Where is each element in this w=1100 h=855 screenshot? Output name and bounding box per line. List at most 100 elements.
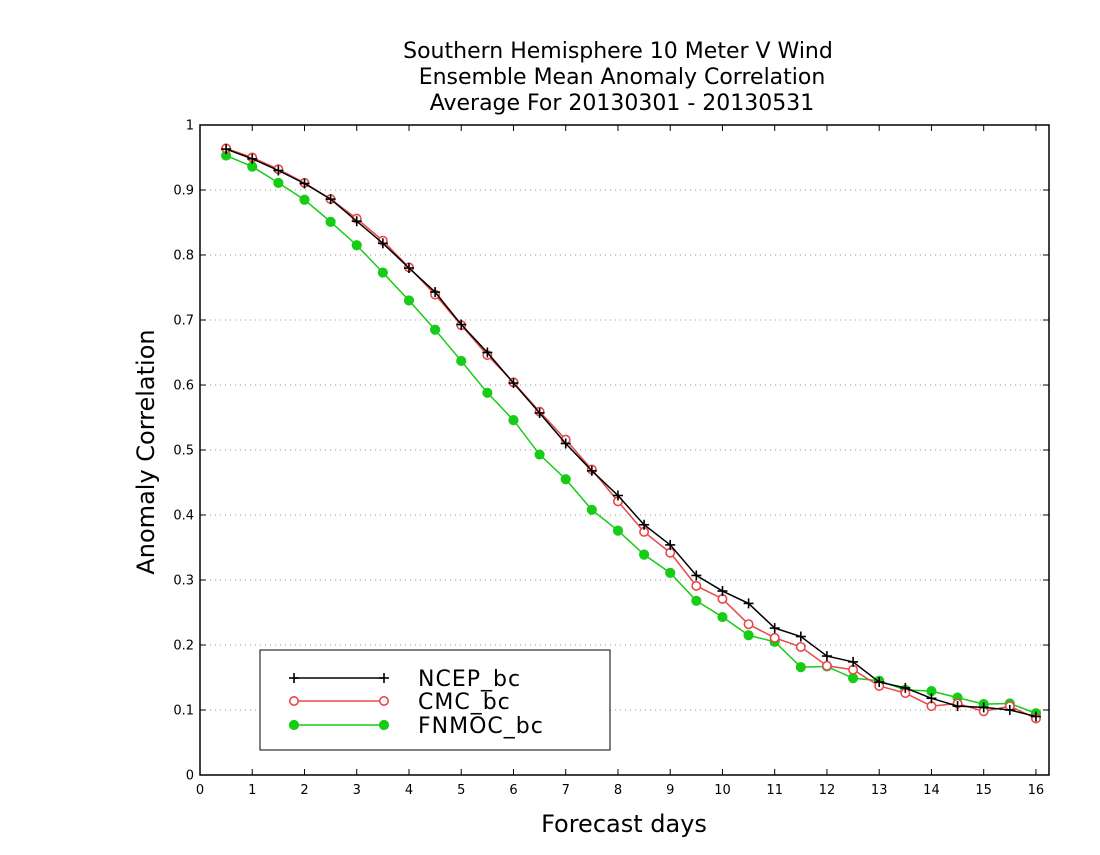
series-ncep-bc: [221, 144, 1041, 722]
legend-box: [259, 649, 611, 751]
y-tick-label: 0: [186, 769, 194, 784]
y-tick-label: 0.5: [173, 444, 194, 459]
data-point-fnmoc-bc: [482, 387, 493, 398]
data-point-ncep-bc: [534, 407, 545, 418]
legend-item-cmc-bc: CMC_bc: [288, 690, 511, 715]
x-tick-label: 6: [509, 783, 517, 798]
y-tick-label: 0.1: [173, 704, 194, 719]
series-line-ncep-bc: [225, 148, 1037, 718]
y-tick-label: 0.7: [173, 314, 194, 329]
data-point-fnmoc-bc: [534, 449, 545, 460]
data-point-ncep-bc: [926, 693, 937, 704]
data-point-fnmoc-bc: [638, 549, 650, 560]
series-cmc-bc: [221, 143, 1041, 724]
legend-label: FNMOC_bc: [418, 714, 544, 739]
data-point-fnmoc-bc: [456, 355, 467, 367]
x-tick-label: 2: [300, 783, 308, 798]
x-tick-label: 8: [614, 783, 622, 798]
data-point-ncep-bc: [377, 238, 388, 249]
y-tick-label: 0.4: [173, 509, 194, 524]
legend-marker: [378, 719, 390, 731]
legend-item-ncep-bc: NCEP_bc: [289, 667, 521, 692]
data-point-ncep-bc: [482, 347, 493, 358]
data-point-ncep-bc: [403, 263, 414, 273]
data-point-ncep-bc: [586, 465, 597, 476]
chart-title-line-2: Ensemble Mean Anomaly Correlation: [419, 65, 826, 90]
data-point-ncep-bc: [325, 194, 336, 205]
data-point-fnmoc-bc: [430, 324, 441, 335]
x-tick-label: 13: [871, 783, 888, 798]
x-tick-label: 3: [353, 783, 361, 798]
data-point-cmc-bc: [743, 619, 754, 630]
data-point-fnmoc-bc: [665, 567, 676, 578]
chart-title: Southern Hemisphere 10 Meter V Wind Ense…: [403, 39, 833, 116]
data-point-ncep-bc: [900, 682, 911, 693]
data-point-ncep-bc: [691, 570, 702, 581]
x-tick-label: 15: [975, 783, 992, 798]
data-point-ncep-bc: [1030, 711, 1041, 722]
y-tick-label: 0.6: [173, 379, 194, 394]
y-tick-label: 0.2: [173, 639, 194, 654]
series-fnmoc-bc: [221, 150, 1042, 719]
data-point-ncep-bc: [665, 539, 676, 550]
y-tick-label: 0.3: [173, 574, 194, 589]
data-point-ncep-bc: [874, 677, 885, 688]
data-point-fnmoc-bc: [508, 415, 519, 426]
data-point-ncep-bc: [1004, 705, 1015, 715]
x-tick-label: 14: [923, 783, 940, 798]
data-point-ncep-bc: [221, 144, 232, 155]
series-line-fnmoc-bc: [225, 154, 1037, 714]
data-point-ncep-bc: [717, 586, 728, 597]
data-point-ncep-bc: [795, 631, 806, 642]
chart-title-line-3: Average For 20130301 - 20130531: [430, 91, 815, 116]
legend-label: NCEP_bc: [418, 667, 521, 692]
data-point-fnmoc-bc: [847, 673, 859, 684]
data-point-ncep-bc: [247, 153, 258, 164]
x-axis-ticks: 0 1 2 3 4 5 6 7 8 9 10 11 12 13 14 15 16: [196, 125, 1044, 798]
data-point-fnmoc-bc: [717, 611, 728, 623]
data-point-ncep-bc: [508, 378, 519, 389]
x-tick-label: 7: [562, 783, 570, 798]
legend-marker: [288, 695, 299, 706]
x-tick-label: 9: [666, 783, 674, 798]
data-point-ncep-bc: [848, 656, 859, 667]
y-tick-label: 0.9: [173, 184, 194, 199]
data-point-ncep-bc: [639, 519, 650, 530]
data-point-ncep-bc: [430, 287, 441, 298]
data-point-ncep-bc: [743, 598, 754, 609]
data-point-ncep-bc: [612, 490, 623, 501]
data-point-fnmoc-bc: [743, 630, 754, 641]
data-point-fnmoc-bc: [377, 267, 388, 278]
data-point-fnmoc-bc: [612, 525, 624, 536]
plot-area-frame: [199, 124, 1050, 776]
data-point-fnmoc-bc: [560, 474, 571, 485]
legend-label: CMC_bc: [418, 690, 511, 715]
y-axis-ticks: 0 0.1 0.2 0.3 0.4 0.5 0.6 0.7 0.8 0.9 1: [173, 119, 1049, 784]
data-point-cmc-bc: [795, 641, 806, 652]
data-point-ncep-bc: [351, 216, 362, 227]
data-point-ncep-bc: [299, 178, 310, 189]
x-tick-label: 16: [1028, 783, 1045, 798]
legend-item-fnmoc-bc: FNMOC_bc: [288, 714, 544, 739]
data-point-fnmoc-bc: [273, 177, 284, 188]
data-point-fnmoc-bc: [325, 216, 336, 227]
chart-title-line-1: Southern Hemisphere 10 Meter V Wind: [403, 39, 833, 64]
data-point-fnmoc-bc: [351, 240, 362, 251]
data-point-fnmoc-bc: [795, 662, 806, 673]
data-point-fnmoc-bc: [691, 595, 702, 606]
data-point-ncep-bc: [952, 701, 963, 712]
legend-marker: [288, 719, 300, 731]
series-layer: [221, 143, 1042, 724]
y-tick-label: 1: [186, 119, 194, 134]
data-point-cmc-bc: [821, 660, 832, 671]
data-point-ncep-bc: [821, 651, 832, 662]
legend-marker: [289, 673, 299, 683]
y-tick-label: 0.8: [173, 249, 194, 264]
legend-marker: [379, 673, 389, 683]
data-point-ncep-bc: [273, 165, 284, 176]
y-axis-title: Anomaly Correlation: [132, 329, 160, 574]
x-tick-label: 4: [405, 783, 413, 798]
data-point-fnmoc-bc: [299, 194, 310, 205]
